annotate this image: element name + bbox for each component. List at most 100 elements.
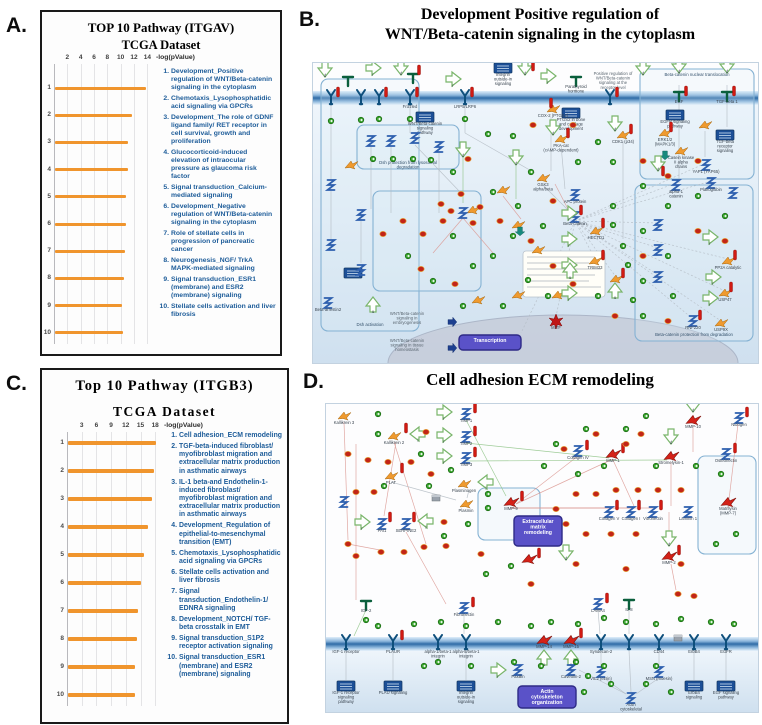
inhibition-bar-icon [549, 97, 553, 109]
positive-effect-icon [594, 292, 602, 300]
pathway-list-number: 2. [163, 95, 169, 103]
inhibition-bar-icon [531, 63, 535, 72]
bar-rank-label: 4 [47, 165, 51, 173]
positive-effect-icon [609, 202, 617, 210]
diagram-text: WNT/Beta-catenin signaling in embryogenesi… [390, 311, 425, 325]
edge-line [574, 220, 726, 292]
complex-icon [673, 634, 683, 642]
positive-effect-icon [449, 168, 457, 176]
positive-effect-icon [489, 252, 497, 260]
node-label: MMP-9 [504, 506, 518, 511]
inhibition-bar-icon [579, 204, 583, 216]
inhibition-bar-icon [659, 499, 663, 511]
direction-arrow-icon: l [477, 473, 494, 491]
edge-line [574, 182, 677, 222]
pathway-list-item: 9. Signal transduction_S1P2 receptor acti… [164, 635, 284, 651]
edge-line [727, 423, 739, 509]
protein-node-icon [432, 141, 446, 153]
edge-line [515, 458, 614, 505]
edge-line [603, 677, 627, 695]
enzyme-node-icon: Plasminogen [452, 479, 477, 493]
positive-effect-icon [537, 662, 545, 670]
positive-effect-icon [482, 570, 490, 578]
pathway-bar [68, 525, 149, 529]
edge-line [465, 442, 610, 459]
node-label: MMP-2 [662, 560, 676, 565]
node-label: Collagen IV [567, 455, 589, 460]
node-label: r [568, 297, 570, 302]
direction-arrow-icon: d [660, 530, 678, 547]
node-label: Integrin outside-in signaling [457, 690, 476, 704]
inhibition-bar-icon [698, 309, 702, 321]
positive-effect-icon [507, 562, 515, 570]
direction-arrow-icon: d [454, 141, 472, 158]
node-label: Syndecan-2 [590, 649, 613, 654]
x-axis-tick: 2 [65, 54, 70, 61]
protein-node-icon: PAI1 [375, 518, 389, 533]
x-axis-tick: 8 [105, 54, 110, 61]
negative-effect-icon [457, 191, 465, 197]
negative-effect-icon [527, 581, 535, 587]
negative-effect-icon [370, 489, 378, 495]
pathway-list-text: Chemotaxis_Lysophosphatidic acid signali… [171, 95, 272, 111]
direction-arrow-icon: d [316, 63, 334, 78]
x-axis-tick: 9 [109, 422, 113, 429]
negative-effect-icon [464, 156, 472, 162]
inhibition-bar-icon [566, 127, 570, 139]
pathway-list-item: 1. Development_Positive regulation of WNT… [156, 68, 276, 92]
panel-b-title-line2: WNT/Beta-catenin signaling in the cytopl… [384, 26, 696, 43]
negative-effect-icon [634, 487, 642, 493]
positive-effect-icon [652, 462, 660, 470]
node-label: EGFR [720, 649, 732, 654]
node-label: d [678, 69, 681, 74]
node-label: r [547, 80, 549, 85]
node-label: ErbB4 [688, 649, 700, 654]
negative-effect-icon [572, 561, 580, 567]
edge-line [597, 609, 601, 635]
gridline [80, 64, 82, 344]
group-box-label: Dsh activation [357, 322, 385, 327]
node-label: r [443, 439, 445, 444]
negative-effect-icon [344, 451, 352, 457]
positive-effect-icon [594, 138, 602, 146]
positive-effect-icon [509, 232, 517, 240]
protein-node-icon: Nidogen [731, 412, 747, 427]
pathway-list-item: 3. IL-1 beta-and Endothelin-1-induced fib… [164, 479, 284, 520]
positive-effect-icon [462, 622, 470, 630]
pathway-list-text: IL-1 beta-and Endothelin-1-induced fibro… [179, 478, 281, 519]
pathway-map-svg: Kallikrein 3 Kallikrein 2 l r TIMP1 r TIMP2 r TI… [326, 404, 758, 712]
node-label: Kallikrein 2 [384, 440, 405, 445]
edge-line [574, 220, 659, 249]
enzyme-node-icon [609, 274, 624, 284]
bar-rank-label: 2 [47, 111, 51, 119]
negative-effect-icon [476, 204, 484, 210]
pathway-list-item: 6. Stellate cells activation and liver fi… [164, 569, 284, 585]
enzyme-node-icon: PP2A catalytic [715, 256, 741, 270]
positive-effect-icon [547, 618, 555, 626]
negative-effect-icon [569, 122, 577, 128]
receptor-node-icon [326, 89, 336, 106]
gridline [94, 64, 95, 344]
inhibition-bar-icon [579, 627, 583, 639]
pathway-list-text: Development_NOTCH/ TGF-beta crosstalk in… [179, 615, 271, 631]
positive-effect-icon [664, 202, 672, 210]
protein-node-icon: Osteonectin [715, 448, 738, 463]
bar-rank-label: 10 [56, 691, 64, 698]
pathway-link-icon: TGF-beta receptor signaling [715, 129, 735, 153]
node-label: APC protein [564, 199, 587, 204]
node-label: TRIM33 [588, 265, 604, 270]
node-label: u [372, 309, 375, 314]
positive-effect-icon [524, 276, 532, 284]
inhibition-bar-icon [601, 217, 605, 229]
protein-node-icon: TIMP1 [460, 408, 473, 423]
enzyme-node-icon: COX-2 (PTGS2) [538, 104, 569, 118]
pathway-list-item: 10. Signal transduction_ESR1 (membrane) a… [164, 654, 284, 678]
gridline [96, 432, 98, 706]
node-label: d [614, 127, 617, 132]
node-label: HECTD1 [588, 235, 605, 240]
pathway-list-item: 7. Role of stellate cells in progression … [156, 230, 276, 254]
protease-node-icon: MMP-14 [536, 634, 553, 649]
node-label: GSK3 alpha/beta [533, 182, 553, 192]
node-label: Plasminogen [452, 488, 477, 493]
positive-effect-icon [730, 620, 738, 628]
